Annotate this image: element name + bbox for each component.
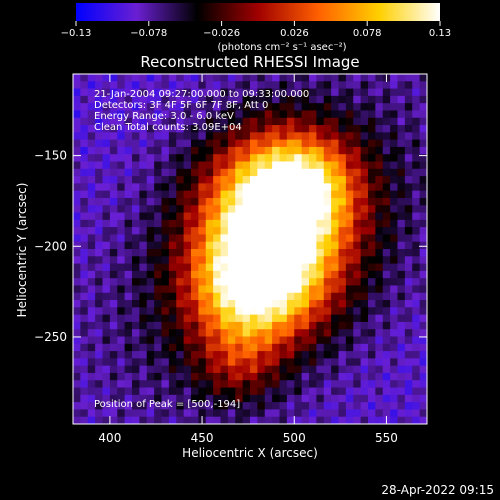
colorbar-tick-label: −0.026 bbox=[203, 28, 240, 39]
colorbar-ticks bbox=[75, 21, 441, 26]
colorbar-tick-label: 0.13 bbox=[429, 28, 451, 39]
colorbar bbox=[76, 3, 440, 21]
y-tick-label: −200 bbox=[34, 239, 67, 253]
x-axis-ticks: 400 450 500 550 bbox=[98, 74, 398, 445]
chart-title: Reconstructed RHESSI Image bbox=[140, 53, 359, 71]
x-tick-label: 450 bbox=[191, 431, 214, 445]
x-tick-label: 500 bbox=[283, 431, 306, 445]
x-tick-label: 400 bbox=[98, 431, 121, 445]
annotation-energy-range: Energy Range: 3.0 - 6.0 keV bbox=[94, 111, 234, 122]
annotation-time-range: 21-Jan-2004 09:27:00.000 to 09:33:00.000 bbox=[94, 89, 309, 100]
y-tick-label: −250 bbox=[34, 330, 67, 344]
annotation-peak-position: Position of Peak = [500,-194] bbox=[94, 399, 240, 410]
y-tick-label: −150 bbox=[34, 149, 67, 163]
colorbar-tick-label: −0.078 bbox=[130, 28, 167, 39]
annotation-clean-counts: Clean Total counts: 3.09E+04 bbox=[94, 122, 242, 133]
y-axis-title: Heliocentric Y (arcsec) bbox=[15, 183, 29, 318]
colorbar-units-label: (photons cm⁻² s⁻¹ asec⁻²) bbox=[217, 42, 346, 53]
colorbar-tick-label: 0.026 bbox=[280, 28, 309, 39]
annotation-detectors: Detectors: 3F 4F 5F 6F 7F 8F, Att 0 bbox=[94, 100, 268, 111]
timestamp: 28-Apr-2022 09:15 bbox=[381, 483, 494, 497]
plot-frame bbox=[72, 73, 428, 425]
colorbar-tick-label: −0.13 bbox=[61, 28, 92, 39]
colorbar-tick-label: 0.078 bbox=[353, 28, 382, 39]
heatmap-image bbox=[73, 74, 427, 424]
colorbar-tick-labels: −0.13 −0.078 −0.026 0.026 0.078 0.13 bbox=[61, 28, 451, 39]
x-axis-title: Heliocentric X (arcsec) bbox=[182, 446, 318, 460]
x-tick-label: 550 bbox=[375, 431, 398, 445]
y-axis-ticks: −250 −200 −150 bbox=[34, 149, 427, 344]
